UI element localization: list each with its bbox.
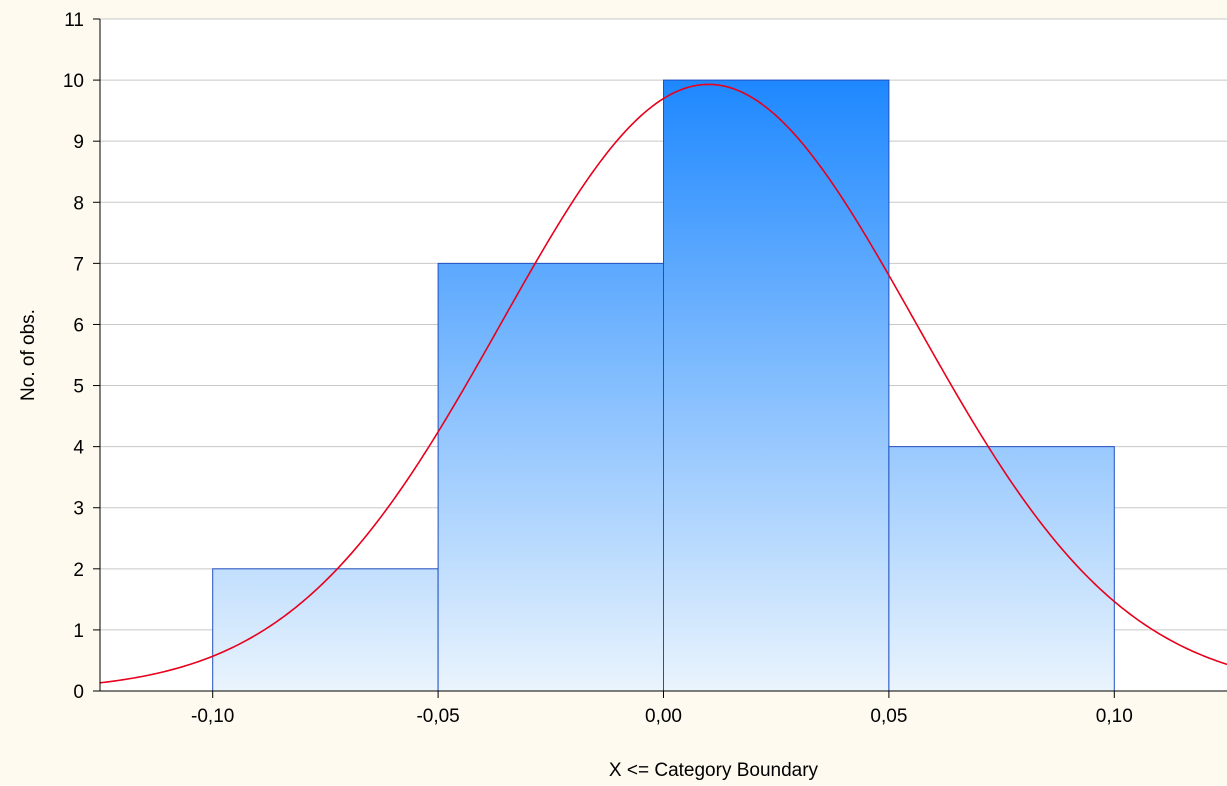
y-axis-title: No. of obs. (18, 309, 39, 401)
y-tick-label: 9 (73, 132, 84, 153)
x-tick-label: 0,00 (645, 706, 682, 727)
normal-fit-curve (99, 83, 1227, 684)
histogram-bar-1 (212, 568, 439, 692)
y-tick-label: 0 (73, 682, 84, 703)
y-tick-label: 2 (73, 560, 84, 581)
y-tick-label: 1 (73, 621, 84, 642)
x-tick-label: -0,05 (416, 706, 459, 727)
y-tick-label: 8 (73, 193, 84, 214)
y-tick-label: 11 (64, 10, 84, 31)
y-tick-label: 6 (73, 315, 84, 336)
y-tick-label: 3 (73, 499, 84, 520)
histogram-bar-4 (888, 446, 1115, 692)
x-tick-label: 0,05 (870, 706, 907, 727)
x-tick-label: 0,10 (1096, 706, 1133, 727)
x-axis-title: X <= Category Boundary (609, 760, 819, 781)
x-tick-label: -0,10 (191, 706, 234, 727)
histogram-bar-3 (663, 79, 890, 692)
histogram-bar-2 (437, 262, 664, 692)
y-tick-label: 10 (63, 71, 84, 92)
y-tick-label: 5 (73, 377, 84, 398)
y-tick-label: 4 (73, 438, 84, 459)
y-tick-label: 7 (73, 254, 84, 275)
